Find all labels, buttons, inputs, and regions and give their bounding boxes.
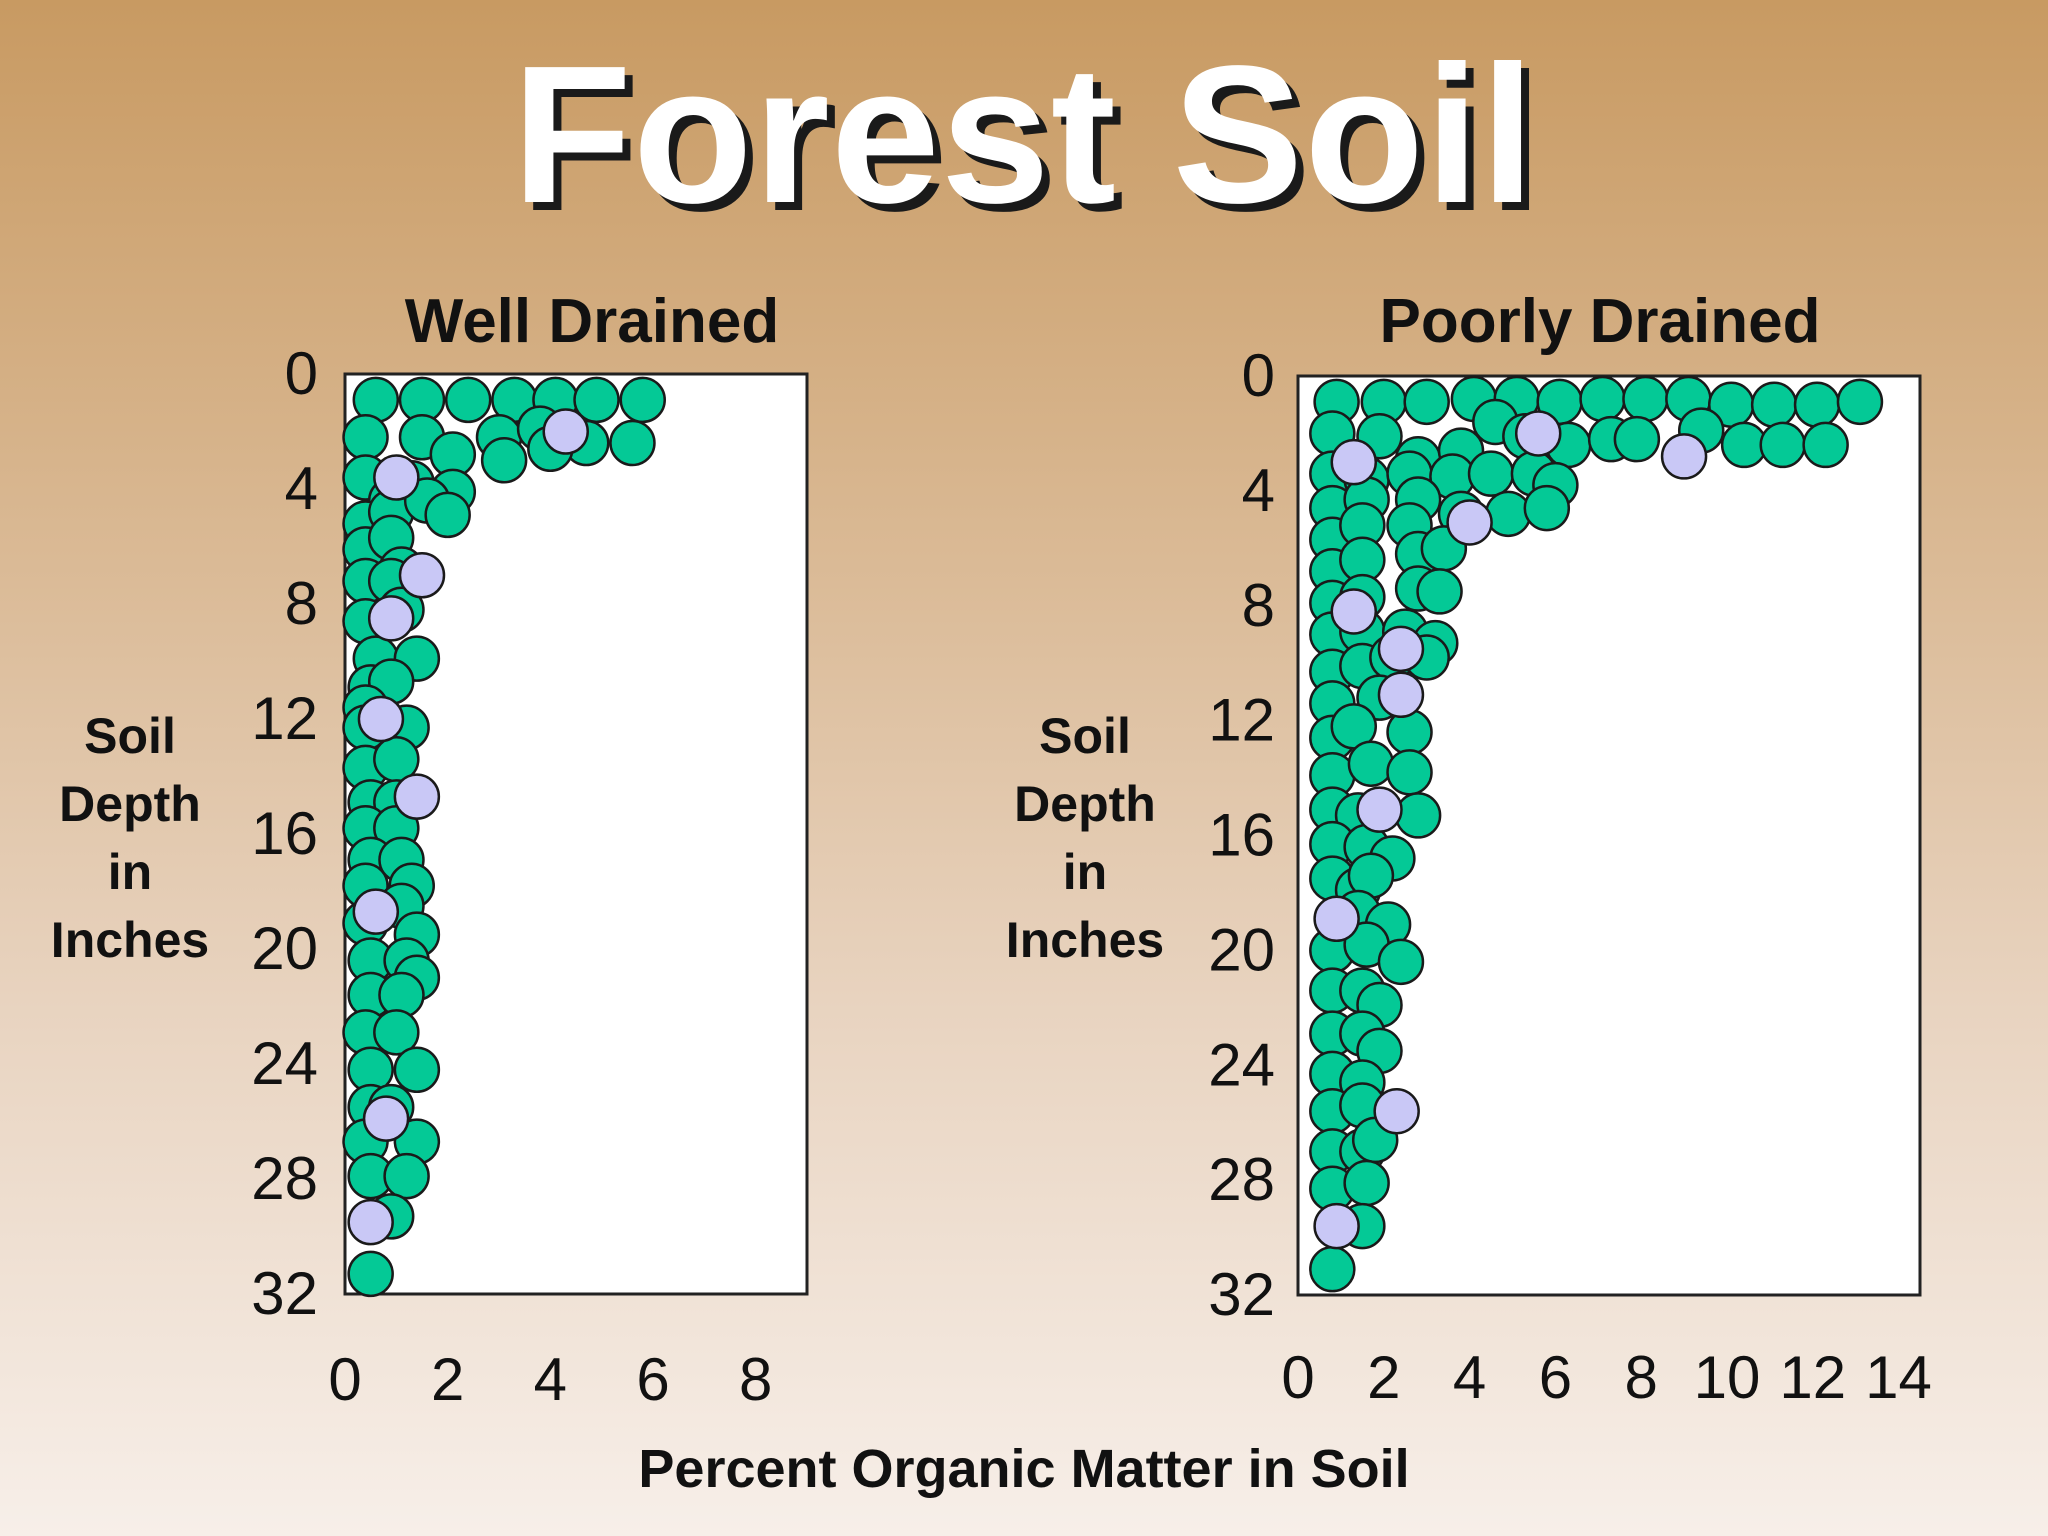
data-point <box>1446 499 1493 546</box>
data-point <box>1484 490 1532 538</box>
panel-title-well-drained: Well Drained <box>404 287 780 356</box>
data-point <box>367 595 415 642</box>
data-point <box>1386 749 1433 796</box>
x-tick-label: 6 <box>1539 1344 1572 1411</box>
y-tick-label: 28 <box>251 1145 318 1212</box>
data-point <box>1343 1159 1390 1207</box>
data-point <box>1330 588 1378 635</box>
y-tick-label: 32 <box>251 1260 318 1327</box>
x-axis-label: Percent Organic Matter in Soil <box>638 1439 1410 1499</box>
x-tick-label: 4 <box>1453 1344 1486 1411</box>
x-tick-label: 0 <box>1281 1344 1314 1411</box>
data-point <box>1377 671 1425 719</box>
data-point <box>1467 450 1515 497</box>
y-tick-label: 12 <box>1208 687 1275 754</box>
data-point <box>1394 792 1442 839</box>
x-tick-label: 8 <box>1624 1344 1657 1411</box>
data-point <box>1613 415 1661 463</box>
data-point <box>609 419 656 467</box>
y-axis-label-line: Depth <box>1014 776 1156 832</box>
data-point <box>1660 433 1708 480</box>
data-point <box>1759 421 1806 469</box>
data-point <box>373 1009 420 1056</box>
y-tick-label: 20 <box>251 915 318 982</box>
y-axis-label-line: in <box>1062 844 1108 900</box>
data-point <box>373 454 420 501</box>
data-point <box>1347 740 1395 787</box>
y-tick-label: 24 <box>251 1030 318 1097</box>
y-axis-label-line: Soil <box>1039 708 1131 764</box>
y-tick-label: 0 <box>285 340 318 407</box>
x-tick-label: 10 <box>1694 1344 1761 1411</box>
data-point <box>424 491 471 539</box>
data-point <box>393 773 441 820</box>
y-tick-label: 4 <box>1242 457 1275 524</box>
y-tick-label: 16 <box>1208 802 1275 869</box>
y-tick-label: 32 <box>1208 1261 1275 1328</box>
data-point <box>1377 625 1425 673</box>
data-point <box>352 888 400 935</box>
x-tick-label: 14 <box>1865 1344 1932 1411</box>
data-point <box>357 695 405 743</box>
data-point <box>573 376 620 424</box>
y-tick-label: 4 <box>285 455 318 522</box>
x-tick-label: 8 <box>739 1346 772 1413</box>
data-point <box>1750 381 1798 428</box>
panel-title-poorly-drained: Poorly Drained <box>1379 287 1821 356</box>
data-point <box>342 414 389 461</box>
data-point <box>1622 375 1669 423</box>
y-axis-label-line: Soil <box>84 708 176 764</box>
data-point <box>1836 378 1884 426</box>
y-axis-label-line: in <box>107 844 153 900</box>
data-point <box>1356 786 1403 833</box>
slide-title: Forest Soil <box>512 25 1536 244</box>
x-tick-label: 6 <box>636 1346 669 1413</box>
y-axis-label-poorly-drained: Soil Depth in Inches <box>975 702 1195 974</box>
data-point <box>1313 1202 1360 1250</box>
x-tick-label: 0 <box>328 1346 361 1413</box>
y-tick-label: 8 <box>1242 572 1275 639</box>
x-tick-label: 4 <box>534 1346 567 1413</box>
data-point <box>542 408 589 455</box>
y-tick-label: 20 <box>1208 916 1275 983</box>
x-tick-label: 2 <box>431 1346 464 1413</box>
data-point <box>398 552 446 599</box>
y-axis-label-line: Inches <box>50 912 210 968</box>
data-point <box>1377 938 1425 986</box>
data-point <box>1802 421 1849 469</box>
data-point <box>1523 484 1571 532</box>
data-point <box>383 1152 430 1200</box>
data-point <box>1403 378 1450 426</box>
data-point <box>1313 895 1360 943</box>
y-axis-label-line: Depth <box>59 776 201 832</box>
x-tick-label: 2 <box>1367 1344 1400 1411</box>
y-axis-label-well-drained: Soil Depth in Inches <box>20 702 240 974</box>
data-point <box>1309 1245 1356 1293</box>
data-point <box>1330 438 1378 486</box>
data-point <box>619 376 666 424</box>
y-tick-label: 28 <box>1208 1146 1275 1213</box>
data-point <box>1514 410 1562 457</box>
data-point <box>1793 381 1841 428</box>
y-tick-label: 12 <box>251 685 318 752</box>
y-axis-label-line: Inches <box>1005 912 1165 968</box>
y-tick-label: 24 <box>1208 1031 1275 1098</box>
data-point <box>362 1095 410 1142</box>
data-point <box>480 437 528 484</box>
y-tick-label: 0 <box>1242 342 1275 409</box>
data-point <box>1416 568 1463 615</box>
data-point <box>1579 375 1626 423</box>
y-tick-label: 16 <box>251 800 318 867</box>
x-tick-label: 12 <box>1779 1344 1846 1411</box>
data-point <box>347 1250 394 1298</box>
data-point <box>1373 1087 1420 1135</box>
data-point <box>347 1198 394 1246</box>
y-tick-label: 8 <box>285 570 318 637</box>
data-point <box>444 376 492 424</box>
data-point <box>393 1046 441 1093</box>
